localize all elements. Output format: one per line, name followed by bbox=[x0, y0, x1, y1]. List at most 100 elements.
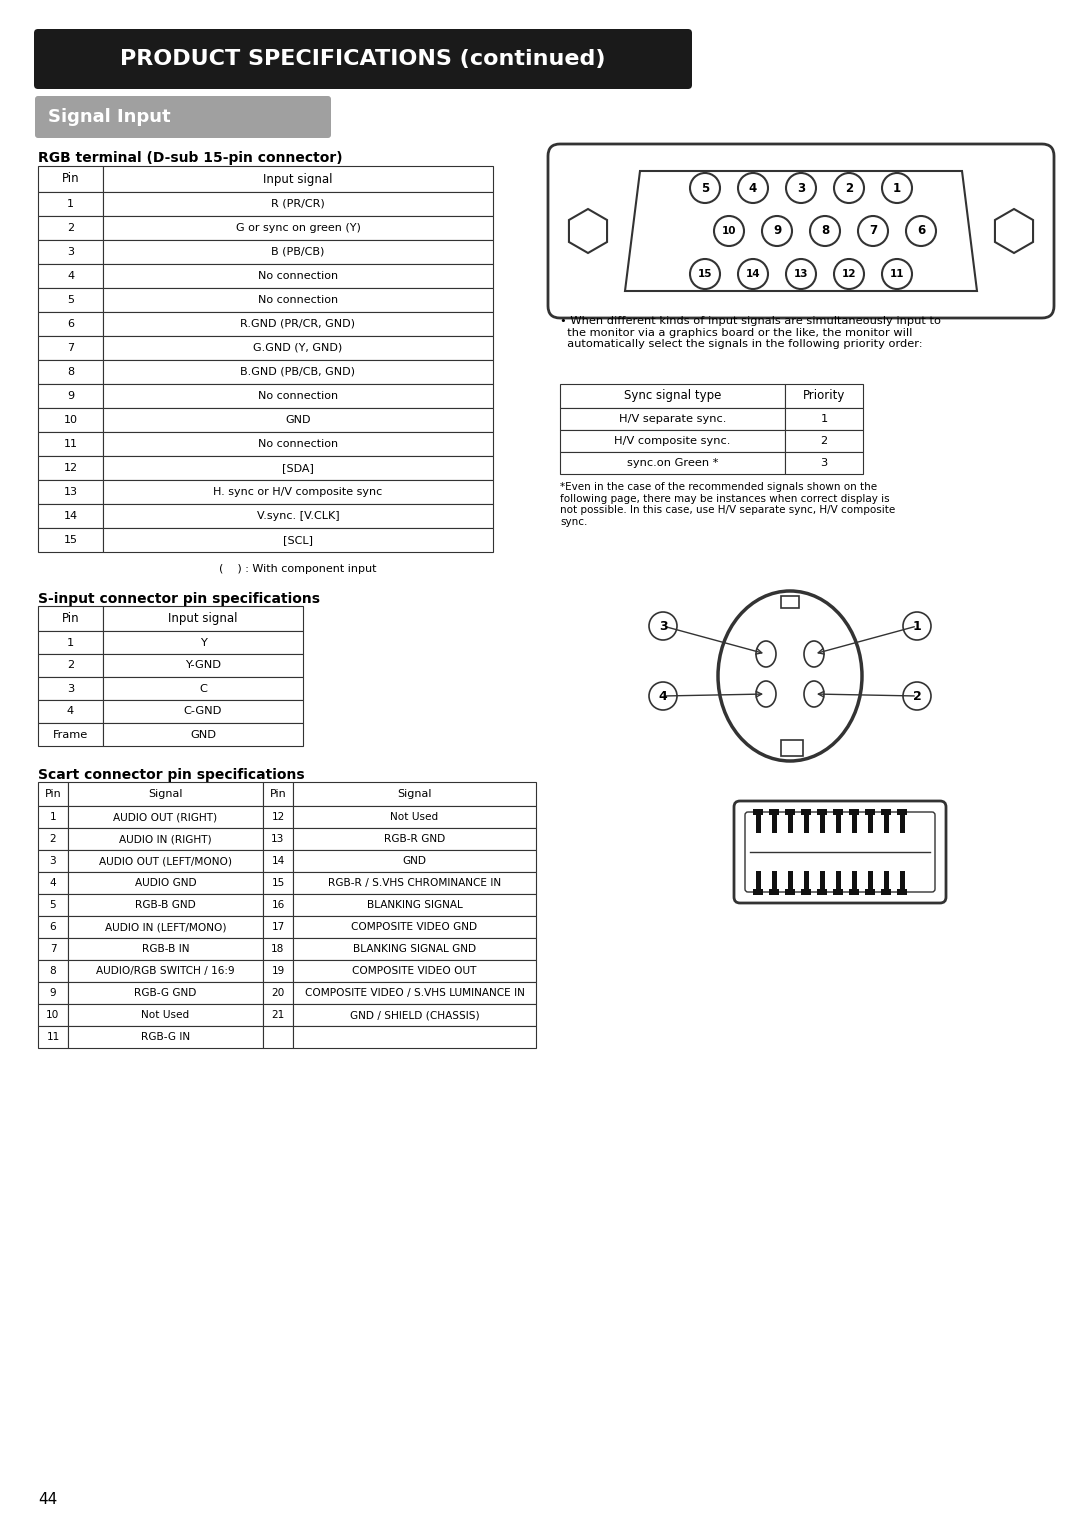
Bar bbox=[103, 504, 492, 529]
Bar bbox=[264, 850, 293, 872]
Text: 2: 2 bbox=[821, 435, 827, 446]
Text: 9: 9 bbox=[67, 391, 75, 400]
Bar bbox=[38, 193, 103, 215]
Bar bbox=[38, 915, 68, 938]
FancyBboxPatch shape bbox=[781, 740, 804, 756]
Polygon shape bbox=[569, 209, 607, 254]
Bar bbox=[865, 889, 875, 895]
Text: 3: 3 bbox=[67, 683, 75, 694]
Text: 15: 15 bbox=[698, 269, 712, 280]
Text: No connection: No connection bbox=[258, 439, 338, 449]
Text: sync.on Green *: sync.on Green * bbox=[626, 458, 718, 468]
Text: Not Used: Not Used bbox=[141, 1010, 190, 1021]
Text: 6: 6 bbox=[50, 921, 56, 932]
Bar bbox=[68, 1025, 264, 1048]
Text: Pin: Pin bbox=[62, 173, 79, 185]
Text: H/V composite sync.: H/V composite sync. bbox=[615, 435, 731, 446]
Text: 15: 15 bbox=[271, 879, 285, 888]
Text: 4: 4 bbox=[67, 270, 75, 281]
Circle shape bbox=[882, 173, 912, 203]
Text: 1: 1 bbox=[913, 619, 921, 633]
Text: 8: 8 bbox=[821, 225, 829, 237]
Text: No connection: No connection bbox=[258, 270, 338, 281]
Bar bbox=[38, 1025, 68, 1048]
Bar bbox=[103, 631, 303, 654]
Bar bbox=[833, 889, 843, 895]
Bar bbox=[38, 828, 68, 850]
Bar bbox=[804, 814, 809, 833]
Ellipse shape bbox=[756, 642, 777, 668]
Text: Input signal: Input signal bbox=[264, 173, 333, 185]
Bar bbox=[38, 872, 68, 894]
Bar bbox=[38, 677, 103, 700]
Text: 17: 17 bbox=[271, 921, 285, 932]
Bar bbox=[293, 894, 536, 915]
Bar bbox=[38, 504, 103, 529]
Text: 13: 13 bbox=[64, 487, 78, 497]
Text: 14: 14 bbox=[745, 269, 760, 280]
Bar bbox=[881, 889, 891, 895]
Bar bbox=[103, 361, 492, 384]
Text: 8: 8 bbox=[50, 966, 56, 976]
Bar bbox=[38, 480, 103, 504]
Circle shape bbox=[906, 215, 936, 246]
Bar bbox=[264, 782, 293, 805]
Bar bbox=[293, 983, 536, 1004]
Text: No connection: No connection bbox=[258, 391, 338, 400]
Bar bbox=[293, 1004, 536, 1025]
FancyBboxPatch shape bbox=[35, 96, 330, 138]
Bar bbox=[103, 677, 303, 700]
Text: COMPOSITE VIDEO GND: COMPOSITE VIDEO GND bbox=[351, 921, 477, 932]
Bar bbox=[38, 361, 103, 384]
Bar bbox=[561, 452, 785, 474]
Bar bbox=[849, 889, 859, 895]
Text: 13: 13 bbox=[271, 834, 285, 843]
Bar bbox=[785, 408, 863, 429]
Circle shape bbox=[786, 173, 816, 203]
Text: Input signal: Input signal bbox=[168, 613, 238, 625]
Bar bbox=[293, 805, 536, 828]
Bar bbox=[264, 805, 293, 828]
Bar bbox=[883, 814, 889, 833]
Text: R (PR/CR): R (PR/CR) bbox=[271, 199, 325, 209]
Text: 44: 44 bbox=[38, 1493, 57, 1508]
Bar bbox=[264, 1025, 293, 1048]
Bar bbox=[900, 814, 905, 833]
FancyBboxPatch shape bbox=[33, 29, 692, 89]
Bar bbox=[867, 871, 873, 889]
Text: COMPOSITE VIDEO / S.VHS LUMINANCE IN: COMPOSITE VIDEO / S.VHS LUMINANCE IN bbox=[305, 989, 525, 998]
Bar bbox=[103, 312, 492, 336]
Text: 11: 11 bbox=[46, 1031, 59, 1042]
Text: 7: 7 bbox=[869, 225, 877, 237]
Text: 6: 6 bbox=[917, 225, 926, 237]
Bar bbox=[293, 872, 536, 894]
Text: 3: 3 bbox=[50, 856, 56, 866]
Text: H. sync or H/V composite sync: H. sync or H/V composite sync bbox=[214, 487, 382, 497]
Circle shape bbox=[834, 260, 864, 289]
Text: GND: GND bbox=[190, 729, 216, 740]
Text: GND: GND bbox=[285, 416, 311, 425]
Text: Pin: Pin bbox=[62, 613, 79, 625]
Bar bbox=[293, 915, 536, 938]
Bar bbox=[68, 828, 264, 850]
Text: AUDIO IN (LEFT/MONO): AUDIO IN (LEFT/MONO) bbox=[105, 921, 226, 932]
Text: 1: 1 bbox=[821, 414, 827, 423]
Bar bbox=[293, 938, 536, 960]
Bar bbox=[756, 814, 760, 833]
Circle shape bbox=[903, 613, 931, 640]
Bar bbox=[820, 871, 824, 889]
Ellipse shape bbox=[718, 591, 862, 761]
Bar bbox=[103, 480, 492, 504]
Bar bbox=[264, 894, 293, 915]
Bar bbox=[38, 654, 103, 677]
Bar bbox=[836, 814, 840, 833]
Bar bbox=[103, 607, 303, 631]
Text: R.GND (PR/CR, GND): R.GND (PR/CR, GND) bbox=[241, 319, 355, 329]
Bar bbox=[785, 808, 795, 814]
Bar bbox=[68, 872, 264, 894]
Ellipse shape bbox=[804, 681, 824, 707]
Text: Sync signal type: Sync signal type bbox=[624, 390, 721, 402]
Text: 3: 3 bbox=[659, 619, 667, 633]
Bar bbox=[68, 938, 264, 960]
Bar bbox=[38, 264, 103, 287]
